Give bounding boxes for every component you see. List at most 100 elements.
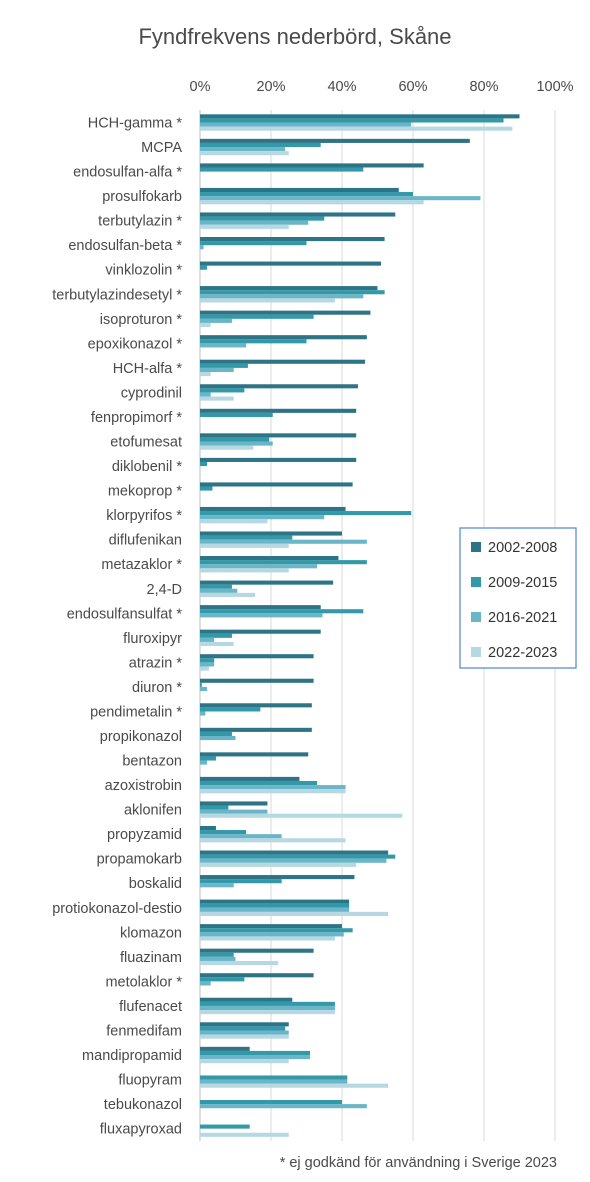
bar: [200, 433, 357, 438]
bar: [200, 556, 339, 561]
bar: [200, 506, 346, 512]
bar: [200, 932, 344, 937]
category-label: bentazon: [122, 754, 182, 770]
category-label: terbutylazindesetyl *: [52, 287, 182, 303]
bar: [200, 396, 234, 401]
bar-series: [200, 114, 520, 1137]
bar: [200, 911, 389, 916]
bar: [200, 457, 357, 462]
category-label: protiokonazol-destio: [52, 901, 182, 917]
bar: [200, 834, 282, 839]
bar: [200, 678, 314, 683]
category-label: fluxapyroxad: [100, 1122, 182, 1138]
bar: [200, 1046, 250, 1051]
bar: [200, 114, 520, 119]
bar: [200, 776, 300, 781]
category-label: propikonazol: [100, 729, 182, 745]
bar: [200, 605, 321, 610]
bar: [200, 314, 314, 319]
bar: [200, 1124, 250, 1129]
bar: [200, 907, 350, 912]
bar: [200, 192, 413, 197]
category-label: diklobenil *: [112, 459, 182, 475]
bar: [200, 960, 279, 966]
bar: [200, 838, 346, 843]
bar: [200, 977, 245, 982]
bar: [200, 830, 247, 835]
bar: [200, 879, 282, 884]
category-label: propyzamid: [107, 827, 182, 843]
bar: [200, 1026, 286, 1031]
category-label: diuron *: [132, 680, 182, 696]
bar: [200, 666, 209, 671]
category-label: mekoprop *: [108, 484, 183, 500]
bar: [200, 731, 232, 736]
bar: [200, 261, 382, 266]
bar: [200, 118, 504, 123]
bar: [200, 654, 314, 659]
category-label: prosulfokarb: [102, 189, 182, 205]
bar: [200, 343, 247, 348]
bar: [200, 322, 211, 328]
bar: [200, 392, 211, 397]
bar: [200, 412, 273, 417]
bar: [200, 924, 342, 929]
bar: [200, 862, 357, 867]
legend-swatch: [471, 577, 481, 587]
bar: [200, 813, 403, 818]
bar: [200, 785, 346, 790]
bar: [200, 531, 342, 536]
category-label: fluazinam: [120, 950, 182, 966]
bar: [200, 212, 396, 217]
category-label: aklonifen: [124, 803, 182, 819]
category-label: endosulfansulfat *: [67, 606, 183, 622]
category-label: mandipropamid: [82, 1048, 182, 1064]
bar: [200, 535, 293, 540]
bar: [200, 756, 216, 761]
bar: [200, 858, 387, 863]
bar: [200, 310, 371, 315]
bar: [200, 1050, 311, 1056]
bar: [200, 568, 289, 573]
bar: [200, 1079, 348, 1084]
bar: [200, 339, 307, 344]
category-labels: HCH-gamma * MCPA endosulfan-alfa * prosulfo…: [52, 116, 182, 1138]
category-label: boskalid: [129, 876, 182, 892]
x-tick-label: 0%: [190, 79, 211, 95]
bar: [200, 167, 364, 172]
bar: [200, 384, 358, 389]
legend-swatch: [471, 612, 481, 622]
bar: [200, 727, 312, 732]
bar: [200, 633, 232, 638]
category-label: vinklozolin *: [105, 263, 182, 279]
x-tick-label: 100%: [536, 79, 573, 95]
bar: [200, 408, 357, 413]
bar: [200, 825, 216, 831]
category-label: HCH-alfa *: [113, 361, 183, 377]
category-label: endosulfan-alfa *: [73, 165, 182, 181]
bar: [200, 854, 396, 859]
bar: [200, 629, 321, 634]
category-label: cyprodinil: [121, 385, 182, 401]
bar: [200, 956, 236, 961]
bar: [200, 196, 481, 201]
bar: [200, 224, 289, 229]
bar: [200, 511, 412, 516]
bar: [200, 707, 261, 712]
bar: [200, 437, 270, 442]
bar: [200, 372, 211, 377]
bar: [200, 1005, 335, 1011]
bar: [200, 1055, 311, 1060]
bar: [200, 142, 321, 148]
bar: [200, 519, 268, 524]
category-label: terbutylazin *: [98, 214, 182, 230]
bar: [200, 290, 385, 295]
bar: [200, 482, 353, 487]
legend: 2002-2008 2009-2015 2016-2021 2022-2023: [459, 527, 577, 669]
legend-label: 2002-2008: [488, 540, 557, 556]
bar: [200, 461, 208, 467]
bar: [200, 265, 208, 270]
bar: [200, 613, 323, 618]
category-label: etofumesat: [110, 435, 182, 451]
